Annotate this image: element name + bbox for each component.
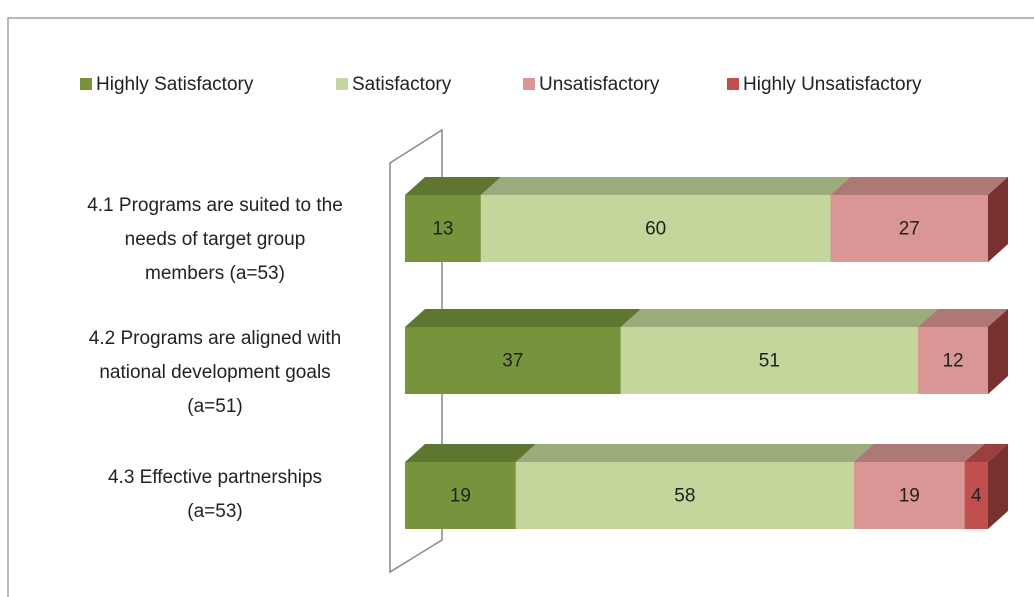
bar-segment: [988, 309, 1008, 394]
category-label: 4.3 Effective partnerships (a=53): [107, 467, 323, 522]
bar-segment: 51: [620, 309, 939, 394]
bar-segment: 60: [480, 177, 851, 262]
legend-label: Unsatisfactory: [539, 74, 660, 95]
bar-segment: 58: [515, 444, 874, 529]
category-label: 4.1 Programs are suited to the needs of …: [87, 195, 343, 284]
bar-front: [480, 195, 831, 262]
bar-segment: 4: [964, 444, 1008, 529]
bar-top: [853, 444, 985, 462]
bar-front: [918, 327, 988, 394]
bar-segment: 27: [830, 177, 1008, 262]
data-label: 19: [450, 486, 471, 507]
data-label: 37: [502, 351, 523, 372]
category-label: 4.2 Programs are aligned with national d…: [88, 328, 342, 417]
bar-front: [405, 195, 481, 262]
bar-side: [988, 444, 1008, 529]
legend-label: Highly Unsatisfactory: [743, 74, 922, 95]
bar-segment: [988, 177, 1008, 262]
bar-side: [988, 177, 1008, 262]
bar-front: [405, 327, 621, 394]
legend-swatch: [336, 78, 348, 90]
legend-label: Highly Satisfactory: [96, 74, 254, 95]
legend-swatch: [80, 78, 92, 90]
bar-top: [830, 177, 1008, 195]
chart-frame: [7, 17, 1034, 597]
data-label: 60: [645, 219, 666, 240]
legend-swatch: [523, 78, 535, 90]
bar-top: [964, 444, 1008, 462]
bar-top: [918, 309, 1008, 327]
bar-top: [480, 177, 851, 195]
bar-top: [620, 309, 939, 327]
data-label: 4: [971, 486, 982, 507]
data-label: 58: [674, 486, 695, 507]
bar-segment: 37: [405, 309, 641, 394]
bar-segment: 19: [405, 444, 536, 529]
data-label: 51: [759, 351, 780, 372]
bar-side: [988, 309, 1008, 394]
bar-front: [853, 462, 965, 529]
bar-front: [405, 462, 516, 529]
legend-swatch: [727, 78, 739, 90]
back-wall: [389, 128, 443, 574]
bar-front: [830, 195, 988, 262]
bar-top: [405, 177, 501, 195]
bar-top: [405, 309, 641, 327]
bar-front: [515, 462, 854, 529]
bar-top: [515, 444, 874, 462]
data-label: 13: [432, 219, 453, 240]
data-label: 12: [942, 351, 963, 372]
data-label: 19: [899, 486, 920, 507]
legend-label: Satisfactory: [352, 74, 452, 95]
bar-top: [405, 444, 536, 462]
bar-front: [964, 462, 988, 529]
bar-front: [620, 327, 919, 394]
data-label: 27: [899, 219, 920, 240]
